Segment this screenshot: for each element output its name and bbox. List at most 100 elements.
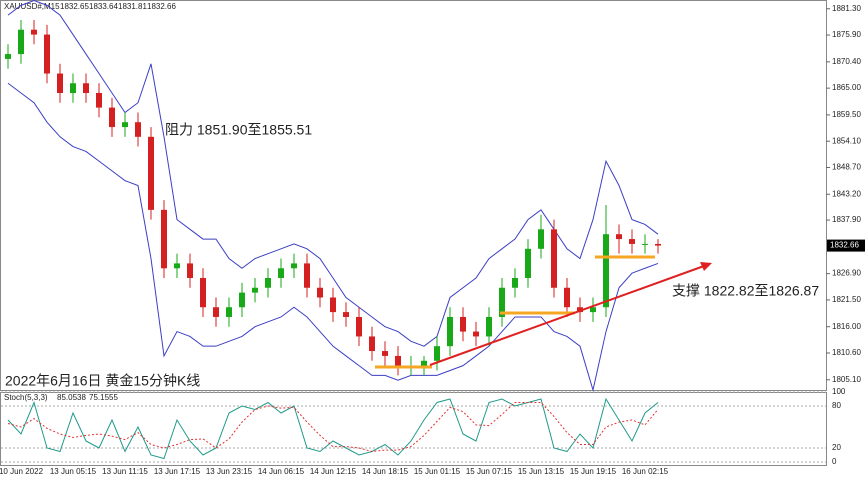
candle-body — [538, 229, 544, 249]
ohlc-high: 1833.64 — [89, 2, 118, 11]
resistance-note: 阻力 1851.90至1855.51 — [165, 122, 312, 138]
candle-body — [616, 234, 622, 240]
y-tick-label: 1810.60 — [832, 348, 861, 357]
candle-body — [174, 263, 180, 269]
x-tick-label: 13 Jun 17:15 — [154, 467, 201, 476]
y-tick-label: 1821.50 — [832, 295, 861, 304]
candle-body — [421, 360, 427, 366]
stoch-signal-value: 75.1555 — [89, 393, 118, 402]
candle-body — [18, 29, 24, 55]
candle-body — [512, 278, 518, 288]
candle-body — [434, 346, 440, 361]
candle-body — [83, 83, 89, 93]
stoch-line — [7, 402, 659, 453]
arrow-head — [700, 262, 712, 271]
candle-body — [473, 331, 479, 337]
support-note: 支撑 1822.82至1826.87 — [672, 283, 819, 299]
chart-caption: 2022年6月16日 黄金15分钟K线 — [5, 373, 200, 389]
candle-body — [252, 287, 258, 293]
x-tick-label: 13 Jun 23:15 — [206, 467, 253, 476]
x-tick-label: 15 Jun 07:15 — [466, 467, 513, 476]
candle-body — [590, 307, 596, 313]
y-tick-label: 1805.10 — [832, 375, 861, 384]
y-tick-label: 1816.00 — [832, 322, 861, 331]
candle-body — [5, 54, 11, 59]
candle-body — [161, 209, 167, 269]
x-tick-label: 14 Jun 12:15 — [310, 467, 357, 476]
stoch-tick-label: 0 — [832, 457, 837, 466]
candle-body — [382, 351, 388, 356]
stoch-tick-label: 20 — [832, 443, 841, 452]
ohlc-low: 1831.81 — [118, 2, 147, 11]
candle-body — [109, 107, 115, 128]
candle-body — [135, 122, 141, 137]
trend-arrow — [429, 265, 705, 366]
candle-body — [460, 316, 466, 332]
candle-body — [57, 73, 63, 93]
candle-body — [551, 229, 557, 288]
candle-body — [447, 316, 453, 347]
y-tick-label: 1865.00 — [832, 83, 861, 92]
candle-body — [265, 278, 271, 288]
candle-body — [577, 307, 583, 313]
candle-body — [499, 287, 505, 317]
stoch-main-value: 85.0538 — [57, 393, 86, 402]
candle-body — [187, 263, 193, 279]
ohlc-close: 1832.66 — [147, 2, 176, 11]
candle-body — [148, 136, 154, 210]
stoch-tick-label: 100 — [832, 387, 846, 396]
candle-body — [655, 243, 661, 246]
stoch-pane — [0, 392, 827, 466]
candle-body — [96, 92, 102, 108]
x-tick-label: 13 Jun 11:15 — [102, 467, 148, 476]
candle-body — [395, 355, 401, 366]
x-tick-label: 10 Jun 2022 — [0, 467, 44, 476]
price-tag — [827, 239, 865, 252]
candle-body — [31, 29, 37, 35]
candle-body — [200, 278, 206, 308]
price-tag-label: 1832.66 — [830, 241, 859, 250]
x-tick-label: 15 Jun 01:15 — [414, 467, 461, 476]
stoch-tick-label: 80 — [832, 401, 841, 410]
y-tick-label: 1837.90 — [832, 215, 861, 224]
candle-body — [239, 292, 245, 308]
x-tick-label: 15 Jun 13:15 — [518, 467, 565, 476]
x-tick-label: 14 Jun 18:15 — [362, 467, 409, 476]
candle-body — [213, 307, 219, 317]
x-tick-label: 16 Jun 02:15 — [622, 467, 669, 476]
candle-body — [330, 297, 336, 313]
candle-body — [486, 316, 492, 337]
candle-body — [278, 268, 284, 279]
candle-body — [356, 316, 362, 337]
candle-body — [369, 336, 375, 352]
y-tick-label: 1881.30 — [832, 4, 861, 13]
candle-body — [122, 122, 128, 128]
candle-body — [291, 263, 297, 269]
x-tick-label: 15 Jun 19:15 — [570, 467, 617, 476]
y-tick-label: 1826.90 — [832, 269, 861, 278]
stoch-label: Stoch(5,3,3) — [4, 393, 48, 402]
x-tick-label: 14 Jun 06:15 — [258, 467, 305, 476]
main-pane — [0, 0, 827, 391]
y-tick-label: 1843.20 — [832, 189, 861, 198]
candle-body — [70, 83, 76, 93]
candle-body — [603, 234, 609, 308]
candle-body — [226, 307, 232, 317]
y-tick-label: 1875.90 — [832, 30, 861, 39]
candle-body — [44, 34, 50, 74]
x-tick-label: 13 Jun 05:15 — [50, 467, 97, 476]
candle-body — [564, 287, 570, 308]
candle-body — [304, 263, 310, 288]
candle-body — [343, 312, 349, 317]
symbol: XAUUSD#,M15 — [4, 2, 60, 11]
candle-body — [525, 248, 531, 279]
candle-body — [317, 287, 323, 298]
candle-body — [629, 239, 635, 244]
bollinger-band — [7, 82, 659, 392]
bollinger-band — [7, 0, 659, 347]
ohlc-open: 1832.65 — [60, 2, 89, 11]
y-tick-label: 1854.10 — [832, 136, 861, 145]
y-tick-label: 1848.70 — [832, 163, 861, 172]
stoch-line — [7, 397, 659, 460]
